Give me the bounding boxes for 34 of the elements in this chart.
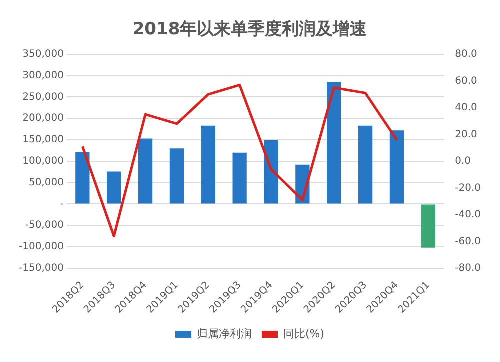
- y-tick-label: 50,000: [28, 177, 64, 188]
- bar: [76, 152, 90, 204]
- y2-tick-label: 80.0: [455, 48, 478, 60]
- y2-tick-label: -60.0: [455, 236, 481, 248]
- y2-tick-label: -40.0: [455, 210, 481, 221]
- y-tick-label: 300,000: [22, 70, 64, 82]
- bar: [390, 130, 404, 204]
- y2-tick-label: 60.0: [455, 76, 478, 87]
- y-tick-label: 150,000: [22, 134, 64, 146]
- y2-tick-label: -80.0: [455, 263, 481, 274]
- bar: [232, 152, 247, 204]
- legend-label: 归属净利润: [196, 327, 252, 340]
- y-tick-label: -100,000: [18, 242, 64, 253]
- bar: [358, 126, 373, 204]
- y2-tick-label: 40.0: [455, 102, 478, 114]
- y2-tick-label: 20.0: [455, 129, 478, 140]
- bar: [421, 204, 436, 248]
- y-tick-label: 250,000: [22, 92, 64, 103]
- y-tick-label: -50,000: [25, 220, 64, 232]
- y-tick-label: -: [60, 198, 64, 210]
- bar: [138, 138, 153, 204]
- bar: [327, 82, 342, 204]
- y-tick-label: 200,000: [22, 113, 64, 124]
- y-tick-label: 100,000: [22, 156, 64, 168]
- bar: [201, 126, 216, 204]
- chart-title: 2018年以来单季度利润及增速: [132, 20, 368, 40]
- y-tick-label: -150,000: [18, 263, 64, 274]
- y2-tick-label: 0.0: [455, 156, 472, 168]
- bar: [170, 148, 184, 204]
- y-tick-label: 350,000: [22, 48, 64, 60]
- bar: [107, 172, 122, 204]
- y2-tick-label: -20.0: [455, 182, 481, 194]
- legend-label: 同比(%): [283, 327, 325, 340]
- bar: [264, 140, 278, 204]
